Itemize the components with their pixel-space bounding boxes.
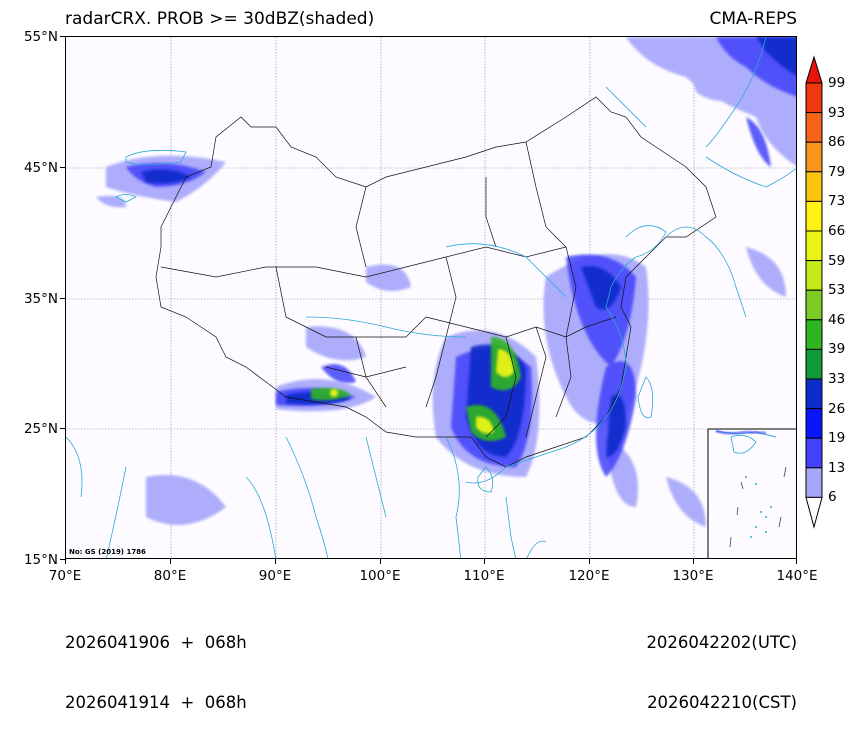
colorbar-over-arrow: [805, 55, 823, 84]
valid-time-block: 2026042202(UTC) 2026042210(CST): [646, 593, 797, 733]
south-china-sea-inset: [707, 428, 796, 558]
colorbar-graphic: [805, 55, 823, 529]
colorbar-label: 19: [828, 430, 846, 447]
x-tick-mark: [589, 559, 590, 564]
x-tick-label-80e: 80°E: [153, 568, 187, 584]
valid-time-utc: 2026042202(UTC): [646, 633, 797, 652]
colorbar-label: 73: [828, 193, 846, 210]
y-tick-mark: [60, 36, 65, 37]
model-name: CMA-REPS: [709, 9, 797, 29]
x-tick-mark: [796, 559, 797, 564]
prob-53-73: [330, 349, 514, 434]
x-tick-label-70e: 70°E: [48, 568, 82, 584]
y-tick-mark: [60, 428, 65, 429]
chart-title: radarCRX. PROB >= 30dBZ(shaded): [65, 9, 375, 29]
y-tick-mark: [60, 559, 65, 560]
colorbar-label: 13: [828, 459, 846, 476]
x-tick-label-110e: 110°E: [463, 568, 505, 584]
colorbar-label: 79: [828, 163, 846, 180]
init-time-utc: 2026041906 + 068h: [65, 633, 247, 652]
x-tick-mark: [275, 559, 276, 564]
valid-time-cst: 2026042210(CST): [647, 693, 797, 712]
x-tick-label-90e: 90°E: [258, 568, 292, 584]
map-license-text: No: GS (2019) 1786: [69, 548, 146, 556]
y-tick-label-45n: 45°N: [23, 160, 58, 176]
x-tick-label-100e: 100°E: [359, 568, 401, 584]
colorbar-label: 99: [828, 75, 846, 91]
y-tick-label-25n: 25°N: [23, 421, 58, 437]
country-borders: [155, 96, 717, 468]
x-tick-mark: [170, 559, 171, 564]
colorbar-label: 39: [828, 341, 846, 358]
colorbar-label: 26: [828, 400, 846, 417]
colorbar-label: 33: [828, 371, 846, 387]
x-tick-mark: [65, 559, 66, 564]
colorbar-label: 59: [828, 252, 846, 269]
y-tick-label-55n: 55°N: [23, 29, 58, 45]
prob-26-33: [141, 37, 796, 457]
map-plot-area: [65, 36, 797, 559]
colorbar-under-arrow: [805, 496, 823, 529]
x-tick-mark: [693, 559, 694, 564]
init-time-block: 2026041906 + 068h 2026041914 + 068h: [65, 593, 247, 733]
colorbar-label: 86: [828, 134, 846, 151]
x-tick-label-140e: 140°E: [776, 568, 818, 584]
colorbar-label: 6: [828, 489, 837, 506]
y-tick-label-15n: 15°N: [23, 552, 58, 568]
coastlines: [66, 37, 796, 558]
init-time-cst: 2026041914 + 068h: [65, 693, 247, 712]
colorbar-label: 53: [828, 282, 846, 299]
colorbar-label: 93: [828, 104, 846, 121]
y-tick-mark: [60, 298, 65, 299]
colorbar-label: 66: [828, 223, 846, 239]
prob-13-26: [126, 37, 796, 477]
prob-6-13: [96, 37, 796, 527]
colorbar: [805, 55, 823, 529]
map-canvas: [66, 37, 796, 558]
x-tick-label-130e: 130°E: [672, 568, 714, 584]
x-tick-mark: [380, 559, 381, 564]
y-tick-label-35n: 35°N: [23, 291, 58, 307]
x-tick-mark: [484, 559, 485, 564]
y-tick-mark: [60, 167, 65, 168]
x-tick-label-120e: 120°E: [568, 568, 610, 584]
colorbar-label: 46: [828, 311, 846, 328]
